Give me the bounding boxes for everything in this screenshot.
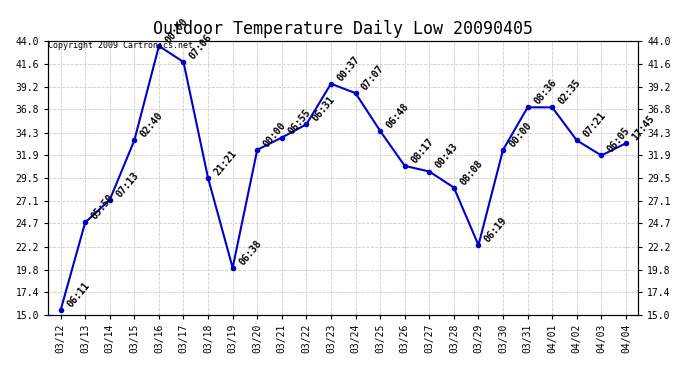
Text: 02:40: 02:40 — [139, 111, 165, 140]
Text: 06:11: 06:11 — [65, 280, 91, 309]
Text: 02:35: 02:35 — [556, 78, 583, 106]
Text: 05:50: 05:50 — [89, 193, 116, 222]
Text: 00:00: 00:00 — [262, 120, 288, 149]
Text: 00:37: 00:37 — [335, 54, 362, 83]
Text: 17:45: 17:45 — [630, 114, 657, 142]
Text: 07:07: 07:07 — [359, 63, 386, 92]
Text: 08:17: 08:17 — [409, 136, 435, 165]
Title: Outdoor Temperature Daily Low 20090405: Outdoor Temperature Daily Low 20090405 — [153, 20, 533, 38]
Text: Copyright 2009 Cartronics.net: Copyright 2009 Cartronics.net — [48, 41, 193, 50]
Text: 21:21: 21:21 — [213, 148, 239, 177]
Text: 06:31: 06:31 — [310, 94, 337, 123]
Text: 00:00: 00:00 — [163, 16, 190, 45]
Text: 07:13: 07:13 — [114, 170, 141, 199]
Text: 06:38: 06:38 — [237, 238, 264, 267]
Text: 00:43: 00:43 — [433, 142, 460, 171]
Text: 07:06: 07:06 — [188, 32, 214, 61]
Text: 00:00: 00:00 — [507, 120, 534, 149]
Text: 08:08: 08:08 — [458, 158, 484, 187]
Text: 06:05: 06:05 — [606, 126, 632, 155]
Text: 06:55: 06:55 — [286, 108, 313, 137]
Text: 06:48: 06:48 — [384, 101, 411, 130]
Text: 08:36: 08:36 — [532, 78, 558, 106]
Text: 06:19: 06:19 — [482, 216, 509, 244]
Text: 07:21: 07:21 — [581, 111, 607, 140]
